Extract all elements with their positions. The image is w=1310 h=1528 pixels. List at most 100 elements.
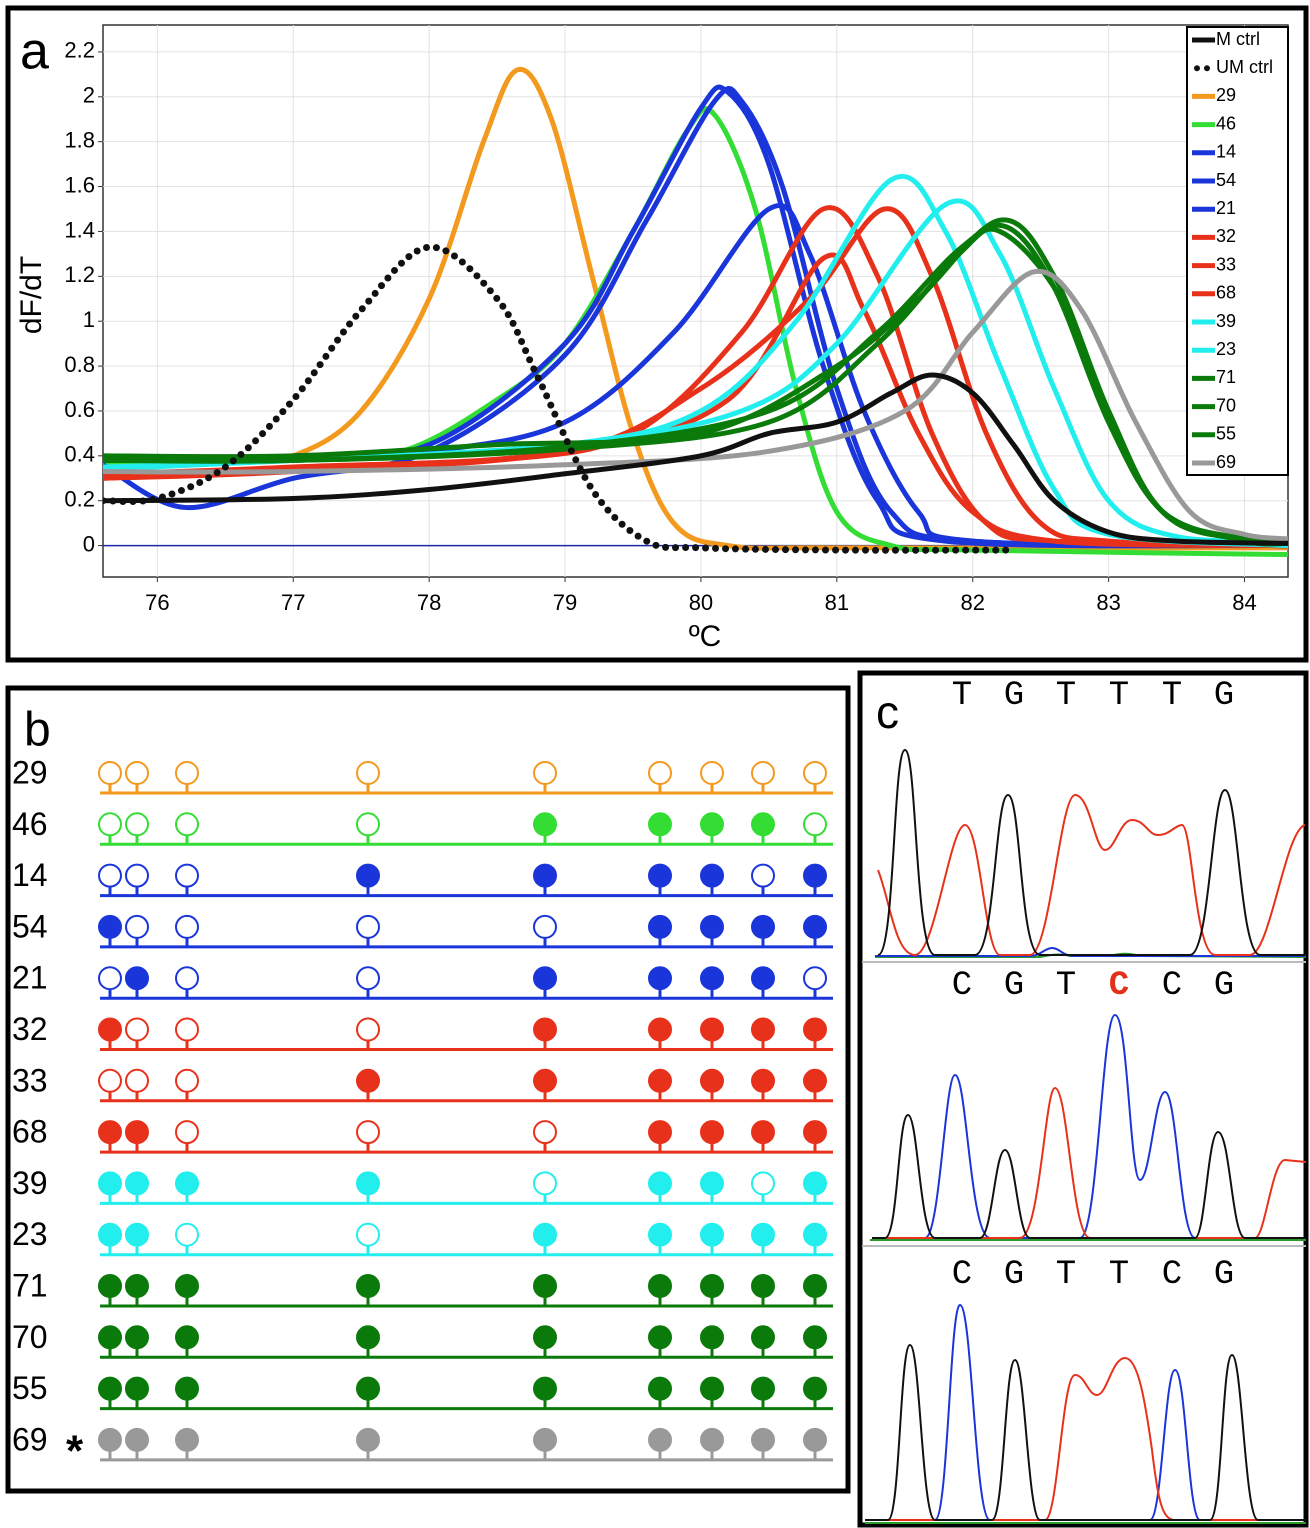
cpg-site bbox=[125, 966, 149, 991]
y-axis-label: dF/dT bbox=[15, 256, 48, 334]
trace bbox=[872, 1013, 1306, 1239]
y-tick-label: 0.4 bbox=[64, 442, 95, 467]
trace bbox=[877, 748, 1305, 956]
cpg-site bbox=[175, 1274, 199, 1298]
cpg-site bbox=[533, 1068, 557, 1093]
y-tick-label: 1.2 bbox=[64, 262, 95, 287]
cpg-site bbox=[533, 966, 557, 991]
trace bbox=[865, 1356, 1306, 1521]
cpg-site bbox=[98, 966, 122, 991]
y-tick-label: 0.6 bbox=[64, 397, 95, 422]
cpg-site bbox=[98, 1222, 122, 1247]
series-line bbox=[103, 226, 1288, 544]
chromatogram-traces bbox=[862, 748, 1307, 1524]
cpg-site bbox=[356, 1376, 380, 1401]
x-tick-label: 81 bbox=[825, 590, 849, 615]
cpg-site bbox=[648, 863, 672, 888]
trace bbox=[865, 1343, 1306, 1521]
row-label: 23 bbox=[12, 1216, 48, 1252]
cpg-site bbox=[700, 812, 724, 837]
cpg-site bbox=[356, 1068, 380, 1093]
y-tick-label: 2 bbox=[83, 83, 95, 108]
cpg-site bbox=[175, 1427, 199, 1452]
x-tick-label: 83 bbox=[1096, 590, 1120, 615]
y-tick-label: 0 bbox=[83, 531, 95, 556]
cpg-site bbox=[175, 1068, 199, 1093]
cpg-site bbox=[533, 1376, 557, 1401]
cpg-site bbox=[803, 1427, 827, 1452]
legend-label: 32 bbox=[1216, 226, 1236, 246]
base-call: G bbox=[1214, 677, 1234, 715]
cpg-site bbox=[175, 761, 199, 785]
y-tick-label: 1.8 bbox=[64, 127, 95, 152]
trace bbox=[872, 1086, 1307, 1239]
cpg-site bbox=[356, 1427, 380, 1452]
cpg-site bbox=[98, 1068, 122, 1093]
cpg-site bbox=[175, 1325, 199, 1350]
cpg-site bbox=[125, 1427, 149, 1452]
cpg-site bbox=[648, 1120, 672, 1145]
cpg-site bbox=[803, 914, 827, 939]
cpg-site bbox=[700, 863, 724, 888]
cpg-site bbox=[648, 1171, 672, 1196]
cpg-site bbox=[751, 1017, 775, 1042]
cpg-site bbox=[751, 863, 775, 888]
legend-label: M ctrl bbox=[1216, 29, 1260, 49]
cpg-site bbox=[98, 914, 122, 939]
cpg-site bbox=[751, 761, 775, 785]
cpg-site bbox=[356, 1325, 380, 1350]
cpg-site bbox=[356, 914, 380, 939]
cpg-site bbox=[700, 966, 724, 991]
cpg-site bbox=[648, 966, 672, 991]
legend-label: UM ctrl bbox=[1216, 57, 1273, 77]
cpg-site bbox=[356, 1120, 380, 1145]
base-call: G bbox=[1214, 967, 1234, 1005]
y-tick-label: 1.4 bbox=[64, 217, 95, 242]
cpg-site bbox=[751, 1120, 775, 1145]
legend-label: 39 bbox=[1216, 311, 1236, 331]
base-call: T bbox=[952, 677, 972, 715]
cpg-site bbox=[125, 1376, 149, 1401]
cpg-site bbox=[700, 1427, 724, 1452]
cpg-site bbox=[125, 761, 149, 785]
cpg-site bbox=[175, 966, 199, 991]
cpg-site bbox=[803, 1068, 827, 1093]
cpg-site bbox=[533, 761, 557, 785]
cpg-site bbox=[533, 1427, 557, 1452]
cpg-site bbox=[175, 863, 199, 888]
cpg-site bbox=[175, 812, 199, 837]
cpg-site bbox=[356, 761, 380, 785]
base-call: G bbox=[1004, 677, 1024, 715]
cpg-site bbox=[648, 914, 672, 939]
base-call: T bbox=[1056, 1256, 1076, 1294]
cpg-site bbox=[533, 1017, 557, 1042]
cpg-site bbox=[533, 1171, 557, 1196]
x-tick-label: 79 bbox=[553, 590, 577, 615]
row-label: 55 bbox=[12, 1370, 48, 1406]
panel-label: c bbox=[876, 686, 899, 738]
cpg-site bbox=[751, 1068, 775, 1093]
row-label: 71 bbox=[12, 1267, 48, 1303]
cpg-site bbox=[356, 1171, 380, 1196]
cpg-site bbox=[98, 1017, 122, 1042]
base-call: G bbox=[1004, 967, 1024, 1005]
base-call: T bbox=[1056, 677, 1076, 715]
base-call: G bbox=[1214, 1256, 1234, 1294]
row-label: 29 bbox=[12, 754, 48, 790]
legend-label: 69 bbox=[1216, 452, 1236, 472]
y-tick-label: 0.2 bbox=[64, 487, 95, 512]
cpg-site bbox=[700, 761, 724, 785]
legend-label: 29 bbox=[1216, 85, 1236, 105]
trace bbox=[872, 1113, 1306, 1239]
cpg-site bbox=[648, 761, 672, 785]
cpg-site bbox=[803, 761, 827, 785]
cpg-site bbox=[803, 966, 827, 991]
y-tick-label: 2.2 bbox=[64, 38, 95, 63]
cpg-site bbox=[175, 1017, 199, 1042]
y-tick-label: 1.6 bbox=[64, 172, 95, 197]
base-call: C bbox=[1162, 1256, 1182, 1294]
cpg-site bbox=[125, 1120, 149, 1145]
cpg-site bbox=[98, 1274, 122, 1298]
y-tick-label: 0.8 bbox=[64, 352, 95, 377]
base-call: C bbox=[1109, 967, 1129, 1005]
